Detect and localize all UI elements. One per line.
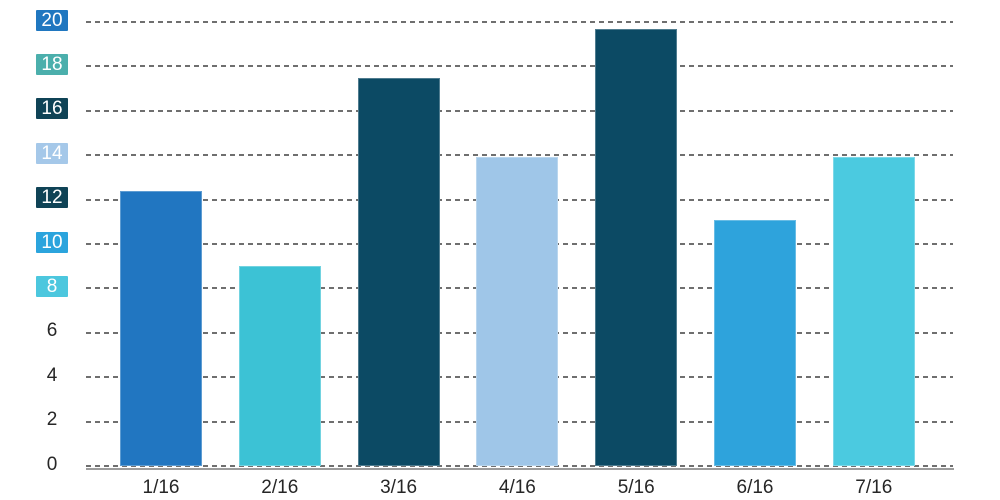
y-tick-label-8: 8: [36, 275, 68, 297]
x-tick-label-3-16: 3/16: [380, 477, 418, 498]
y-tick-label-6: 6: [46, 320, 58, 342]
bar-1-16: [120, 190, 202, 466]
bar-3-16: [357, 77, 440, 466]
y-gridline-18: [86, 65, 953, 68]
bar-7-16: [832, 157, 915, 466]
x-tick-label-2-16: 2/16: [261, 477, 299, 498]
y-tick-label-12: 12: [36, 187, 68, 209]
x-axis-line: [86, 468, 954, 470]
y-tick-label-10: 10: [36, 231, 68, 253]
y-tick-label-16: 16: [36, 98, 68, 120]
y-tick-label-4: 4: [46, 364, 58, 386]
y-gridline-14: [86, 154, 953, 157]
y-gridline-20: [86, 21, 953, 23]
y-tick-label-2: 2: [46, 409, 58, 431]
x-tick-label-1-16: 1/16: [142, 477, 180, 498]
y-tick-label-14: 14: [36, 142, 68, 164]
y-tick-label-0: 0: [46, 453, 58, 475]
x-tick-label-7-16: 7/16: [855, 477, 893, 498]
y-gridline-16: [86, 109, 953, 112]
bar-4-16: [476, 157, 559, 466]
bar-6-16: [714, 219, 796, 466]
y-gridline-0: [86, 465, 953, 467]
y-tick-label-18: 18: [36, 53, 68, 75]
bar-2-16: [238, 266, 321, 466]
x-tick-label-5-16: 5/16: [617, 477, 655, 498]
x-tick-label-6-16: 6/16: [736, 477, 774, 498]
bar-5-16: [595, 28, 678, 466]
y-tick-label-20: 20: [36, 9, 68, 31]
x-tick-label-4-16: 4/16: [498, 477, 536, 498]
